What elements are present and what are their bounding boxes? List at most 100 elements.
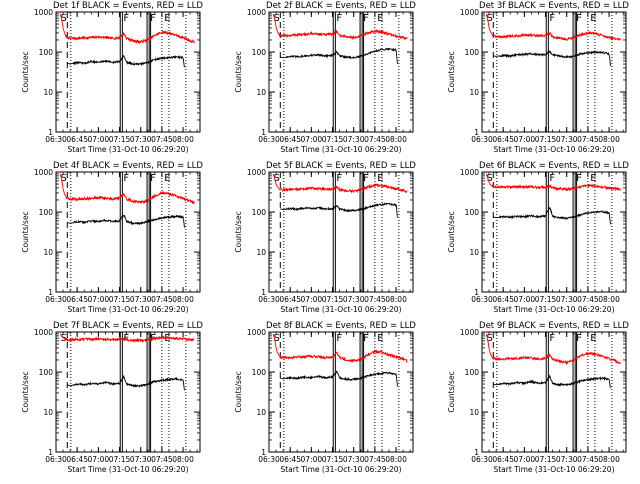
x-tick-label: 07:15	[109, 135, 131, 144]
y-axis-label: Counts/sec	[234, 371, 243, 412]
y-tick-label: 10	[469, 408, 479, 417]
x-tick-label: 07:00	[88, 135, 110, 144]
x-tick-label: 07:15	[109, 295, 131, 304]
y-tick-label: 1000	[34, 328, 53, 337]
y-tick-label: 1	[474, 288, 479, 297]
event-marker-f: F	[336, 173, 342, 184]
y-tick-label: 100	[252, 208, 267, 217]
y-axis-label: Counts/sec	[21, 51, 30, 92]
series-events	[67, 374, 185, 391]
event-marker-e: E	[377, 173, 383, 184]
x-tick-label: 07:30	[130, 295, 152, 304]
y-axis-label: Counts/sec	[447, 211, 456, 252]
x-tick-label: 07:30	[130, 135, 152, 144]
x-tick-label: 08:00	[598, 135, 620, 144]
y-axis-label: Counts/sec	[447, 371, 456, 412]
plot-frame	[268, 171, 414, 293]
event-marker-f: F	[549, 13, 555, 24]
x-tick-label: 07:30	[343, 135, 365, 144]
x-tick-label: 07:30	[556, 135, 578, 144]
series-events	[280, 202, 398, 218]
event-marker-f: F	[576, 173, 582, 184]
panel-title: Det 7f BLACK = Events, RED = LLD	[53, 321, 203, 331]
panel-3: Det 3f BLACK = Events, RED = LLD Counts/s…	[447, 1, 629, 154]
x-tick-label: 06:30	[45, 295, 67, 304]
y-tick-label: 10	[469, 248, 479, 257]
x-axis-label: Start Time (31-Oct-10 06:29:20)	[280, 145, 401, 154]
y-tick-label: 1000	[34, 8, 53, 17]
y-tick-label: 100	[465, 48, 480, 57]
event-marker-f: F	[576, 333, 582, 344]
x-tick-label: 06:30	[471, 135, 493, 144]
plot-frame	[55, 11, 201, 133]
x-axis-label: Start Time (31-Oct-10 06:29:20)	[280, 305, 401, 314]
panel-1: Det 1f BLACK = Events, RED = LLD Counts/s…	[21, 1, 203, 154]
panel-title: Det 3f BLACK = Events, RED = LLD	[479, 1, 629, 11]
x-tick-label: 07:45	[151, 295, 173, 304]
plot-frame	[268, 331, 414, 453]
series-lld	[272, 173, 408, 194]
plot-frame	[55, 171, 201, 293]
series-lld	[59, 173, 195, 205]
x-tick-label: 08:00	[385, 135, 407, 144]
x-tick-label: 08:00	[385, 455, 407, 464]
y-tick-label: 1000	[460, 328, 479, 337]
panel-6: Det 6f BLACK = Events, RED = LLD Counts/s…	[447, 161, 629, 314]
x-tick-label: 06:45	[279, 455, 301, 464]
x-axis-label: Start Time (31-Oct-10 06:29:20)	[493, 305, 614, 314]
plot-frame	[268, 11, 414, 133]
plot-frame	[481, 171, 627, 293]
event-marker-e: E	[590, 173, 596, 184]
series-lld	[272, 13, 408, 41]
y-tick-label: 10	[469, 88, 479, 97]
y-tick-label: 100	[465, 208, 480, 217]
x-tick-label: 07:00	[301, 455, 323, 464]
event-marker-f: F	[336, 13, 342, 24]
x-tick-label: 08:00	[172, 135, 194, 144]
x-tick-label: 07:00	[88, 295, 110, 304]
event-marker-s: S	[61, 173, 67, 184]
y-tick-label: 10	[43, 408, 53, 417]
panel-title: Det 6f BLACK = Events, RED = LLD	[479, 161, 629, 171]
x-tick-label: 07:00	[301, 135, 323, 144]
x-tick-label: 06:30	[45, 135, 67, 144]
y-axis-label: Counts/sec	[234, 211, 243, 252]
y-tick-label: 1000	[460, 168, 479, 177]
y-axis-label: Counts/sec	[447, 51, 456, 92]
plot-frame	[481, 11, 627, 133]
y-tick-label: 1000	[247, 328, 266, 337]
panel-title: Det 8f BLACK = Events, RED = LLD	[266, 321, 416, 331]
y-tick-label: 1	[474, 128, 479, 137]
x-tick-label: 06:30	[258, 455, 280, 464]
x-tick-label: 06:45	[492, 295, 514, 304]
x-tick-label: 06:30	[258, 135, 280, 144]
y-tick-label: 1	[48, 288, 53, 297]
panel-title: Det 2f BLACK = Events, RED = LLD	[266, 1, 416, 11]
event-marker-e: E	[377, 333, 383, 344]
x-tick-label: 07:15	[322, 455, 344, 464]
plot-frame	[481, 331, 627, 453]
x-tick-label: 08:00	[598, 295, 620, 304]
y-tick-label: 1000	[247, 168, 266, 177]
x-tick-label: 06:45	[66, 295, 88, 304]
x-tick-label: 07:30	[556, 295, 578, 304]
series-lld	[59, 333, 195, 343]
event-marker-s: S	[487, 13, 493, 24]
x-tick-label: 06:45	[492, 455, 514, 464]
x-tick-label: 07:45	[364, 135, 386, 144]
event-marker-s: S	[274, 13, 280, 24]
x-tick-label: 07:30	[556, 455, 578, 464]
y-tick-label: 100	[39, 368, 54, 377]
series-lld	[485, 333, 621, 366]
event-marker-f: F	[363, 13, 369, 24]
x-tick-label: 07:45	[151, 135, 173, 144]
x-tick-label: 07:45	[577, 455, 599, 464]
panel-2: Det 2f BLACK = Events, RED = LLD Counts/s…	[234, 1, 416, 154]
x-tick-label: 08:00	[172, 455, 194, 464]
event-marker-f: F	[363, 173, 369, 184]
y-tick-label: 1	[261, 128, 266, 137]
y-tick-label: 10	[256, 408, 266, 417]
event-marker-e: E	[377, 13, 383, 24]
event-marker-e: E	[590, 333, 596, 344]
